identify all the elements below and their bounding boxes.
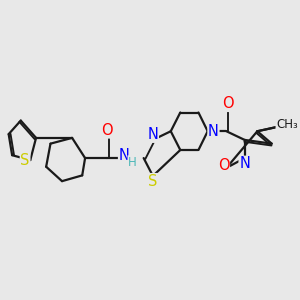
Text: O: O bbox=[222, 96, 234, 111]
Text: N: N bbox=[147, 127, 158, 142]
Text: N: N bbox=[239, 156, 250, 171]
Text: N: N bbox=[118, 148, 130, 163]
Text: N: N bbox=[208, 124, 219, 139]
Text: S: S bbox=[148, 174, 158, 189]
Text: H: H bbox=[128, 156, 137, 169]
Text: O: O bbox=[101, 123, 112, 138]
Text: O: O bbox=[218, 158, 230, 172]
Text: CH₃: CH₃ bbox=[276, 118, 298, 130]
Text: S: S bbox=[20, 153, 30, 168]
